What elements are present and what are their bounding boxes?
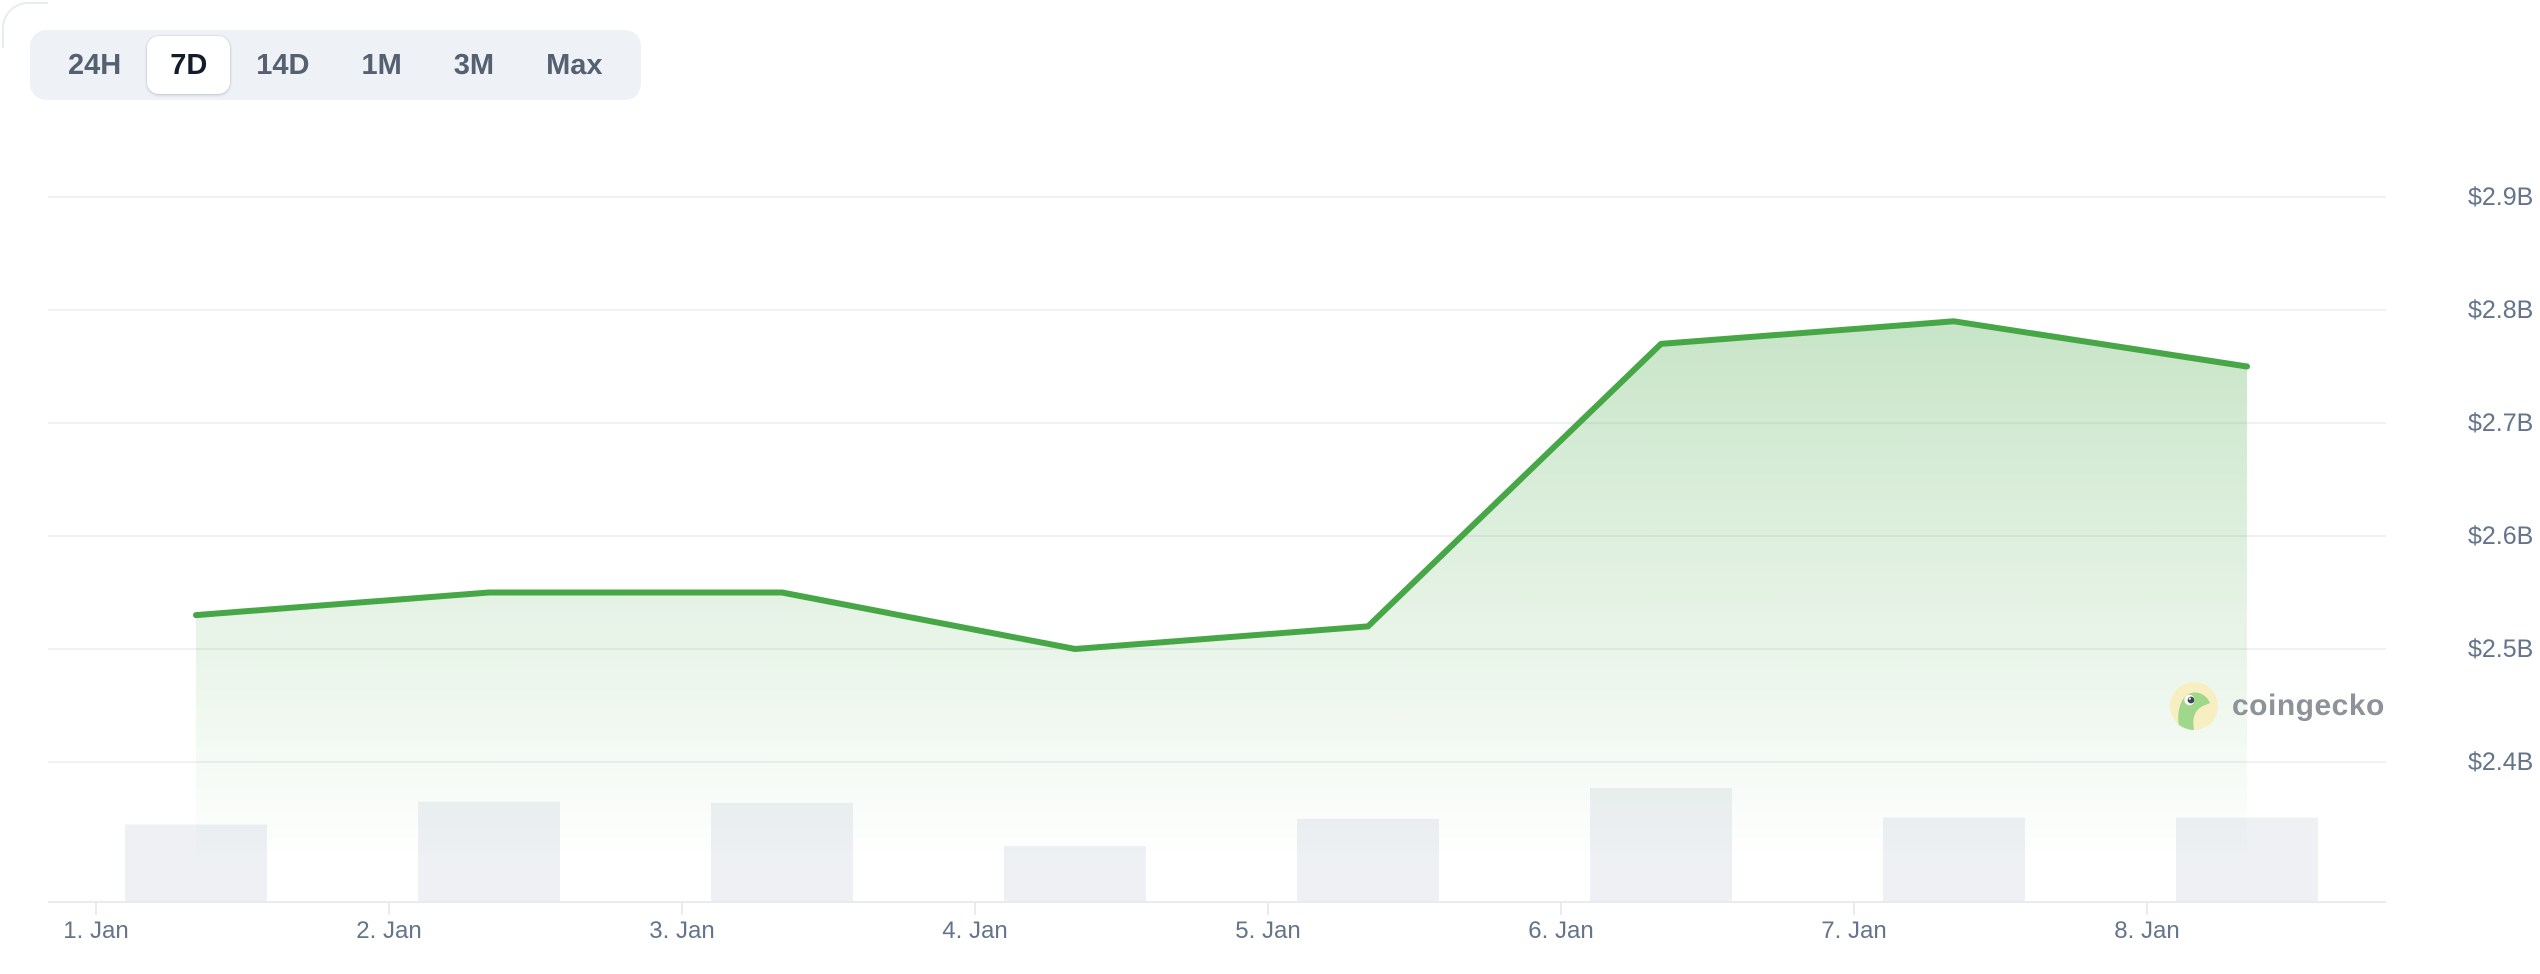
x-axis-label: 2. Jan — [356, 917, 422, 944]
time-range-button-3m[interactable]: 3M — [428, 30, 520, 100]
x-axis-label: 8. Jan — [2114, 917, 2180, 944]
y-axis-label: $2.7B — [2468, 409, 2534, 437]
coingecko-watermark: coingecko — [2170, 682, 2385, 730]
time-range-button-14d[interactable]: 14D — [230, 30, 335, 100]
time-range-button-max[interactable]: Max — [520, 30, 628, 100]
market-cap-area — [196, 321, 2247, 862]
time-range-button-24h[interactable]: 24H — [42, 30, 147, 100]
x-axis-label: 4. Jan — [942, 917, 1008, 944]
market-cap-line — [193, 318, 2250, 652]
time-range-button-7d[interactable]: 7D — [147, 36, 231, 94]
x-axis-label: 7. Jan — [1821, 917, 1887, 944]
coingecko-gecko-icon — [2170, 682, 2218, 730]
x-axis-label: 3. Jan — [649, 917, 715, 944]
y-axis-label: $2.8B — [2468, 296, 2534, 324]
y-axis-label: $2.4B — [2468, 748, 2534, 776]
x-axis-label: 1. Jan — [63, 917, 129, 944]
card-corner — [2, 2, 48, 48]
time-range-selector: 24H 7D 14D 1M 3M Max — [30, 30, 641, 100]
y-axis-label: $2.9B — [2468, 183, 2534, 211]
y-axis-label: $2.6B — [2468, 522, 2534, 550]
time-range-button-1m[interactable]: 1M — [335, 30, 427, 100]
y-axis-label: $2.5B — [2468, 635, 2534, 663]
x-axis-label: 6. Jan — [1528, 917, 1594, 944]
x-axis-label: 5. Jan — [1235, 917, 1301, 944]
x-axis — [48, 901, 2386, 915]
coingecko-watermark-text: coingecko — [2232, 689, 2385, 722]
